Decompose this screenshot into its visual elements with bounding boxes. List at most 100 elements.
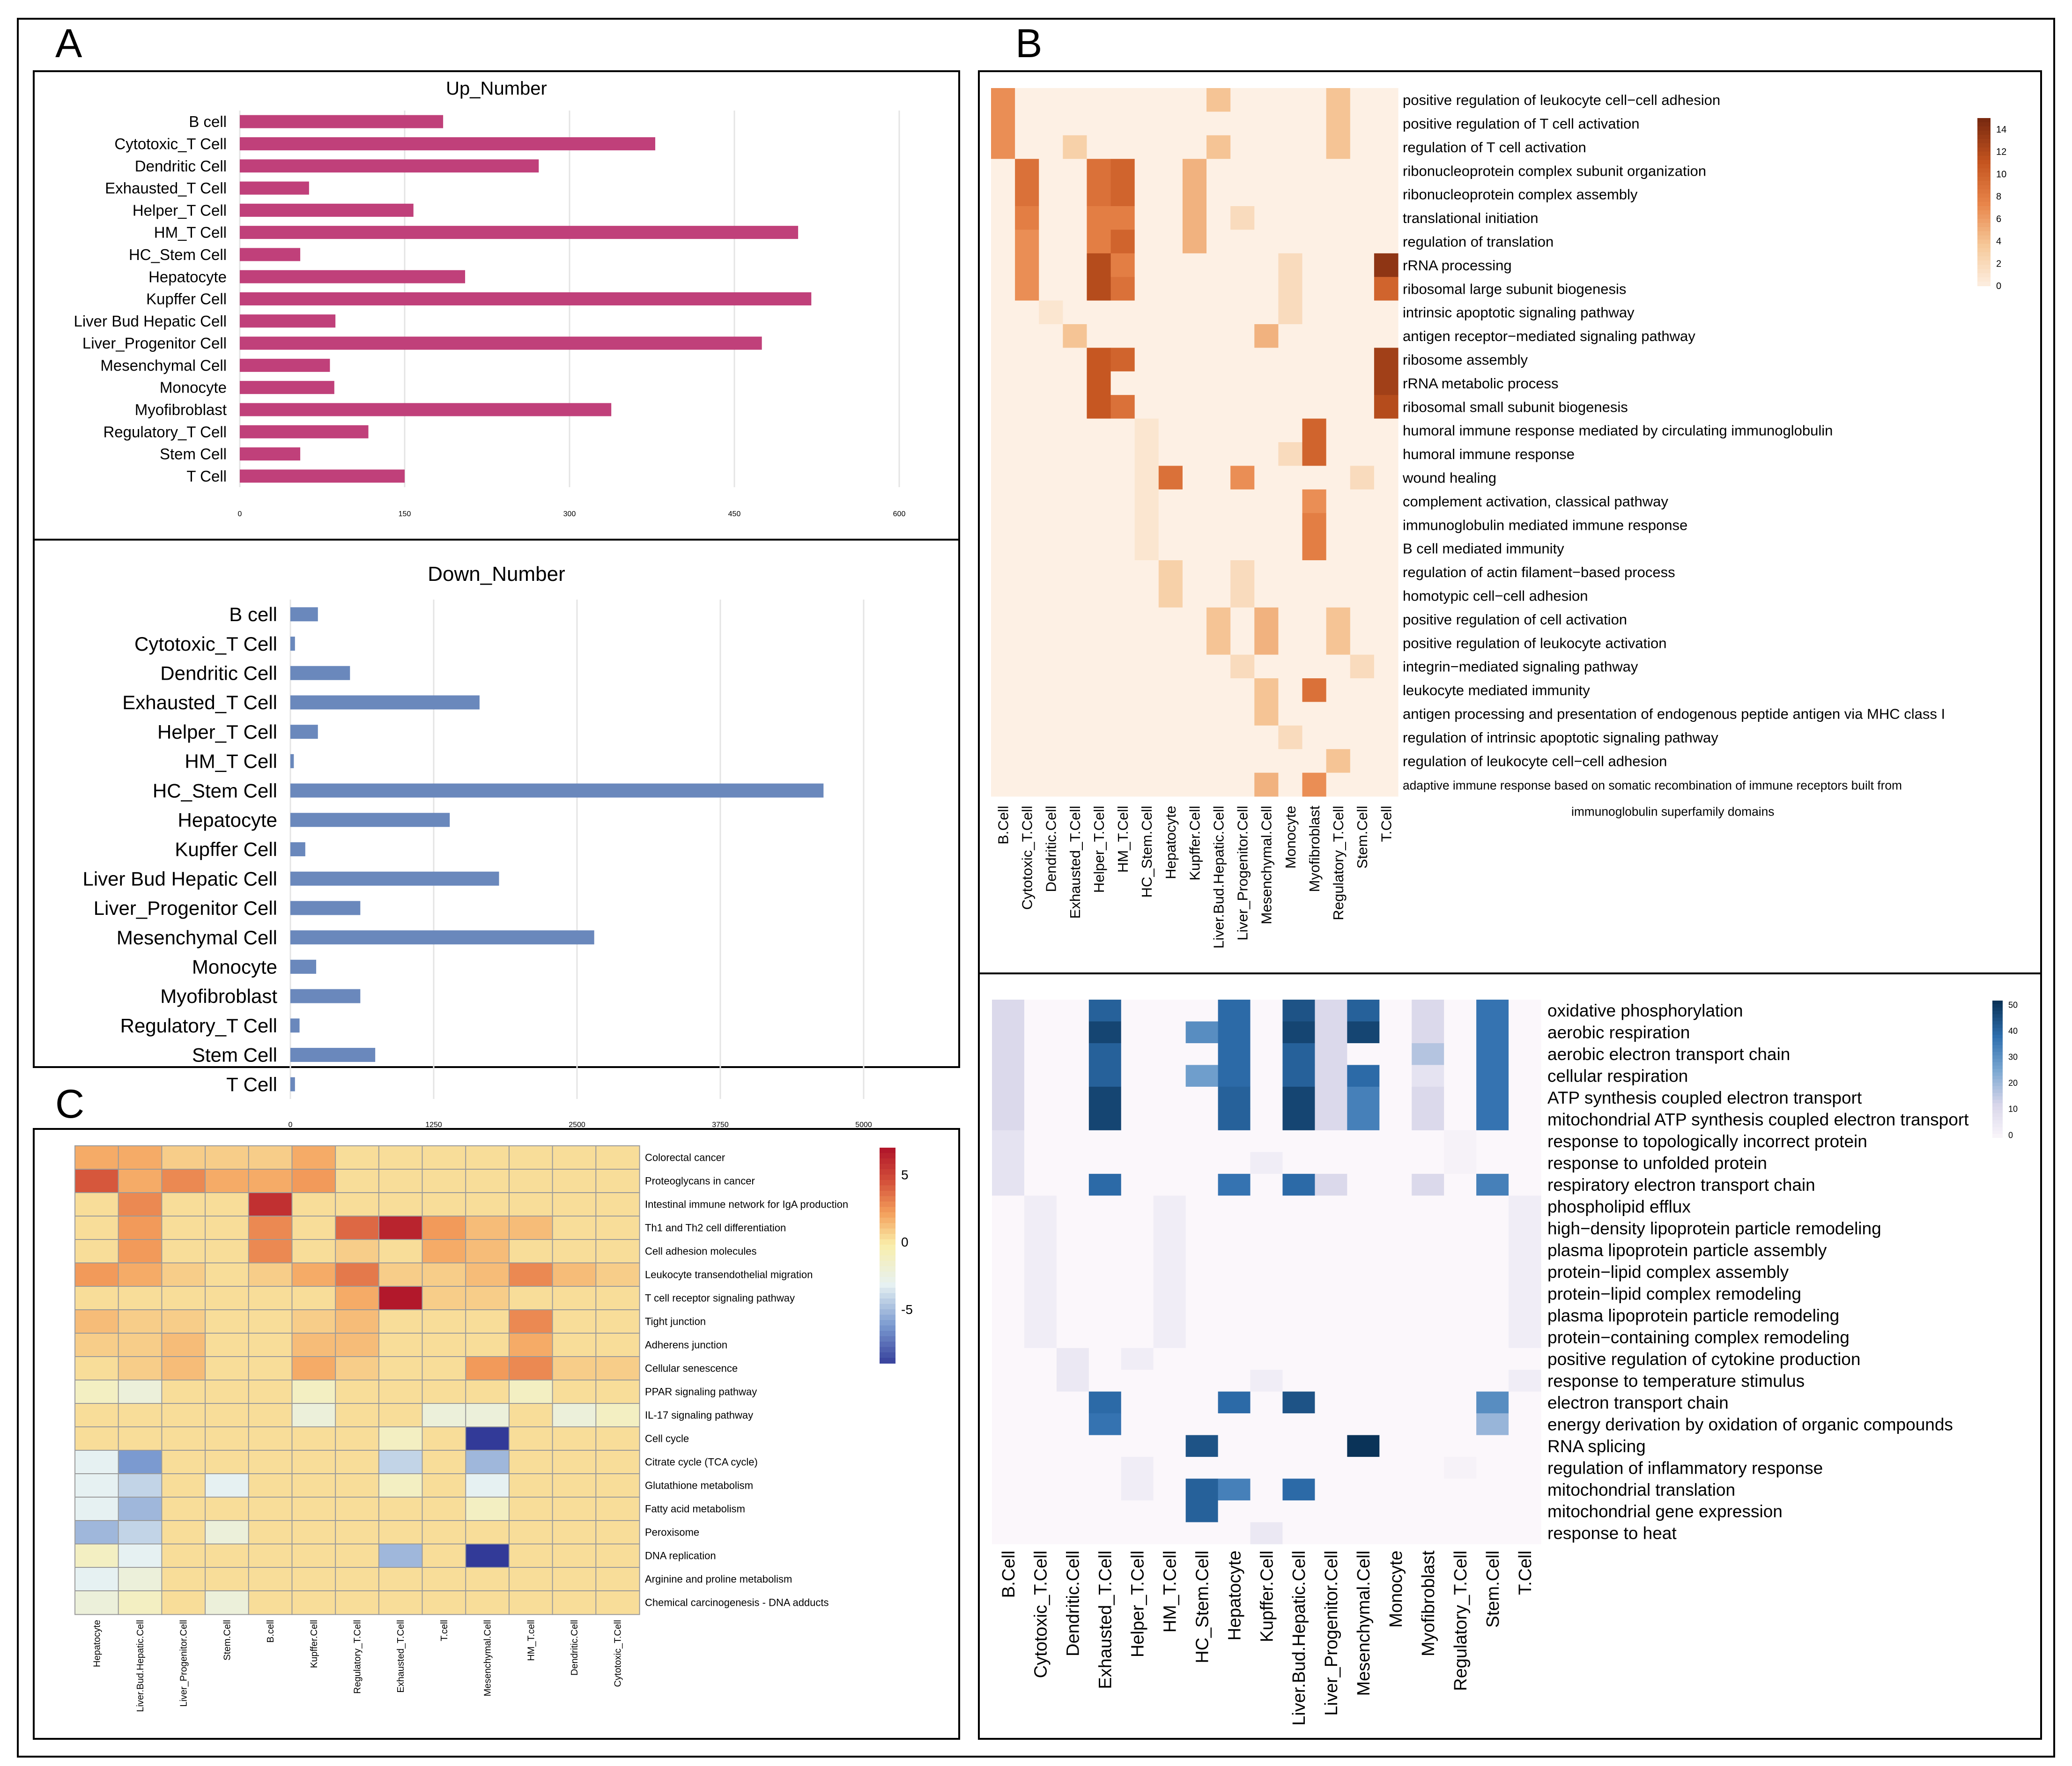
heatmap-cell bbox=[1063, 206, 1088, 230]
heatmap-cell bbox=[1326, 135, 1351, 159]
heatmap-cell bbox=[1056, 1457, 1089, 1479]
heatmap-cell bbox=[1063, 253, 1088, 277]
heatmap-cell bbox=[1347, 1326, 1380, 1349]
legend-swatch bbox=[1977, 134, 1991, 140]
heatmap-cell bbox=[291, 1192, 336, 1217]
heatmap-cell bbox=[335, 1333, 380, 1358]
heatmap-cell bbox=[1121, 1478, 1154, 1501]
heatmap-cell bbox=[1158, 725, 1183, 749]
heatmap-cell bbox=[1121, 1173, 1154, 1196]
category-label: HC_Stem Cell bbox=[153, 779, 277, 801]
column-label: HM_T.cell bbox=[526, 1620, 536, 1661]
heatmap-cell bbox=[1350, 489, 1375, 513]
heatmap-cell bbox=[1015, 159, 1039, 183]
chart-title: Up_Number bbox=[446, 78, 547, 99]
heatmap-cell bbox=[1444, 1435, 1477, 1457]
heatmap-cell bbox=[1039, 749, 1063, 773]
legend-tick-label: 10 bbox=[2008, 1105, 2018, 1114]
heatmap-cell bbox=[1315, 1043, 1347, 1066]
legend-swatch bbox=[1977, 172, 1991, 178]
heatmap-cell bbox=[1444, 1457, 1477, 1479]
heatmap-cell bbox=[1444, 1370, 1477, 1392]
heatmap-cell bbox=[1088, 1108, 1122, 1131]
heatmap-cell bbox=[552, 1286, 597, 1311]
heatmap-cell bbox=[378, 1169, 423, 1194]
heatmap-cell bbox=[1278, 466, 1303, 490]
heatmap-cell bbox=[1374, 749, 1399, 773]
heatmap-cell bbox=[1134, 631, 1159, 655]
row-label: complement activation, classical pathway bbox=[1403, 493, 1668, 510]
heatmap-cell bbox=[465, 1497, 510, 1521]
heatmap-cell bbox=[1509, 1370, 1541, 1392]
heatmap-cell bbox=[1282, 1304, 1316, 1327]
heatmap-cell bbox=[1088, 1348, 1122, 1370]
heatmap-cell bbox=[118, 1356, 163, 1381]
heatmap-cell bbox=[1110, 135, 1135, 159]
heatmap-cell bbox=[595, 1426, 640, 1451]
heatmap-cell bbox=[508, 1450, 554, 1475]
heatmap-cell bbox=[992, 1173, 1025, 1196]
heatmap-cell bbox=[1379, 1152, 1412, 1174]
row-label: humoral immune response mediated by circ… bbox=[1403, 423, 1833, 439]
heatmap-cell bbox=[205, 1216, 250, 1240]
heatmap-cell bbox=[1185, 1413, 1219, 1436]
row-label: PPAR signaling pathway bbox=[645, 1386, 757, 1398]
heatmap-cell bbox=[465, 1309, 510, 1334]
heatmap-cell bbox=[1134, 749, 1159, 773]
row-label: mitochondrial ATP synthesis coupled elec… bbox=[1547, 1110, 1969, 1129]
heatmap-cell bbox=[1254, 206, 1279, 230]
legend-swatch bbox=[880, 1352, 895, 1358]
heatmap-cell bbox=[1185, 1108, 1219, 1131]
heatmap-cell bbox=[1063, 277, 1088, 301]
heatmap-cell bbox=[1087, 371, 1111, 395]
heatmap-cell bbox=[1347, 1435, 1380, 1457]
heatmap-cell bbox=[508, 1169, 554, 1194]
legend-swatch bbox=[1992, 1072, 2003, 1076]
heatmap-cell bbox=[1153, 1239, 1186, 1261]
heatmap-cell bbox=[1278, 371, 1303, 395]
heatmap-cell bbox=[1185, 1370, 1219, 1392]
heatmap-cell bbox=[118, 1543, 163, 1568]
heatmap-cell bbox=[1444, 1086, 1477, 1109]
heatmap-cell bbox=[1182, 182, 1207, 207]
column-label: Liver.Bud.Hepatic.Cell bbox=[1210, 806, 1227, 949]
legend-swatch bbox=[880, 1325, 895, 1331]
heatmap-cell bbox=[1218, 1522, 1251, 1544]
heatmap-cell bbox=[1444, 1108, 1477, 1131]
row-label: response to topologically incorrect prot… bbox=[1547, 1132, 1867, 1151]
heatmap-cell bbox=[74, 1333, 119, 1358]
legend-swatch bbox=[1977, 189, 1991, 194]
category-label: Hepatocyte bbox=[148, 268, 227, 285]
legend-swatch bbox=[1992, 1059, 2003, 1063]
heatmap-cell bbox=[1153, 1217, 1186, 1239]
heatmap-cell bbox=[422, 1192, 466, 1217]
heatmap-cell bbox=[1302, 772, 1327, 797]
legend-swatch bbox=[1992, 1096, 2003, 1100]
heatmap-cell bbox=[1185, 1130, 1219, 1152]
heatmap-cell bbox=[1110, 725, 1135, 749]
heatmap-cell bbox=[1185, 1152, 1219, 1174]
heatmap-cell bbox=[1182, 536, 1207, 561]
heatmap-cell bbox=[1121, 1000, 1154, 1022]
heatmap-cell bbox=[991, 159, 1015, 183]
heatmap-cell bbox=[1182, 300, 1207, 325]
heatmap-cell bbox=[248, 1309, 293, 1334]
heatmap-cell bbox=[1302, 560, 1327, 584]
heatmap-cell bbox=[291, 1426, 336, 1451]
heatmap-cell bbox=[1476, 1478, 1509, 1501]
heatmap-cell bbox=[1134, 725, 1159, 749]
heatmap-cell bbox=[1254, 560, 1279, 584]
column-label: Helper_T.Cell bbox=[1128, 1551, 1148, 1657]
heatmap-cell bbox=[1056, 1152, 1089, 1174]
heatmap-cell bbox=[1063, 654, 1088, 679]
heatmap-cell bbox=[1230, 371, 1255, 395]
heatmap-cell bbox=[1088, 1326, 1122, 1349]
heatmap-cell bbox=[595, 1216, 640, 1240]
heatmap-cell bbox=[595, 1262, 640, 1287]
bar bbox=[240, 181, 309, 195]
heatmap-cell bbox=[1206, 466, 1231, 490]
legend-swatch bbox=[1977, 223, 1991, 228]
heatmap-cell bbox=[335, 1403, 380, 1428]
row-label: Cell cycle bbox=[645, 1433, 689, 1445]
heatmap-cell bbox=[1110, 489, 1135, 513]
